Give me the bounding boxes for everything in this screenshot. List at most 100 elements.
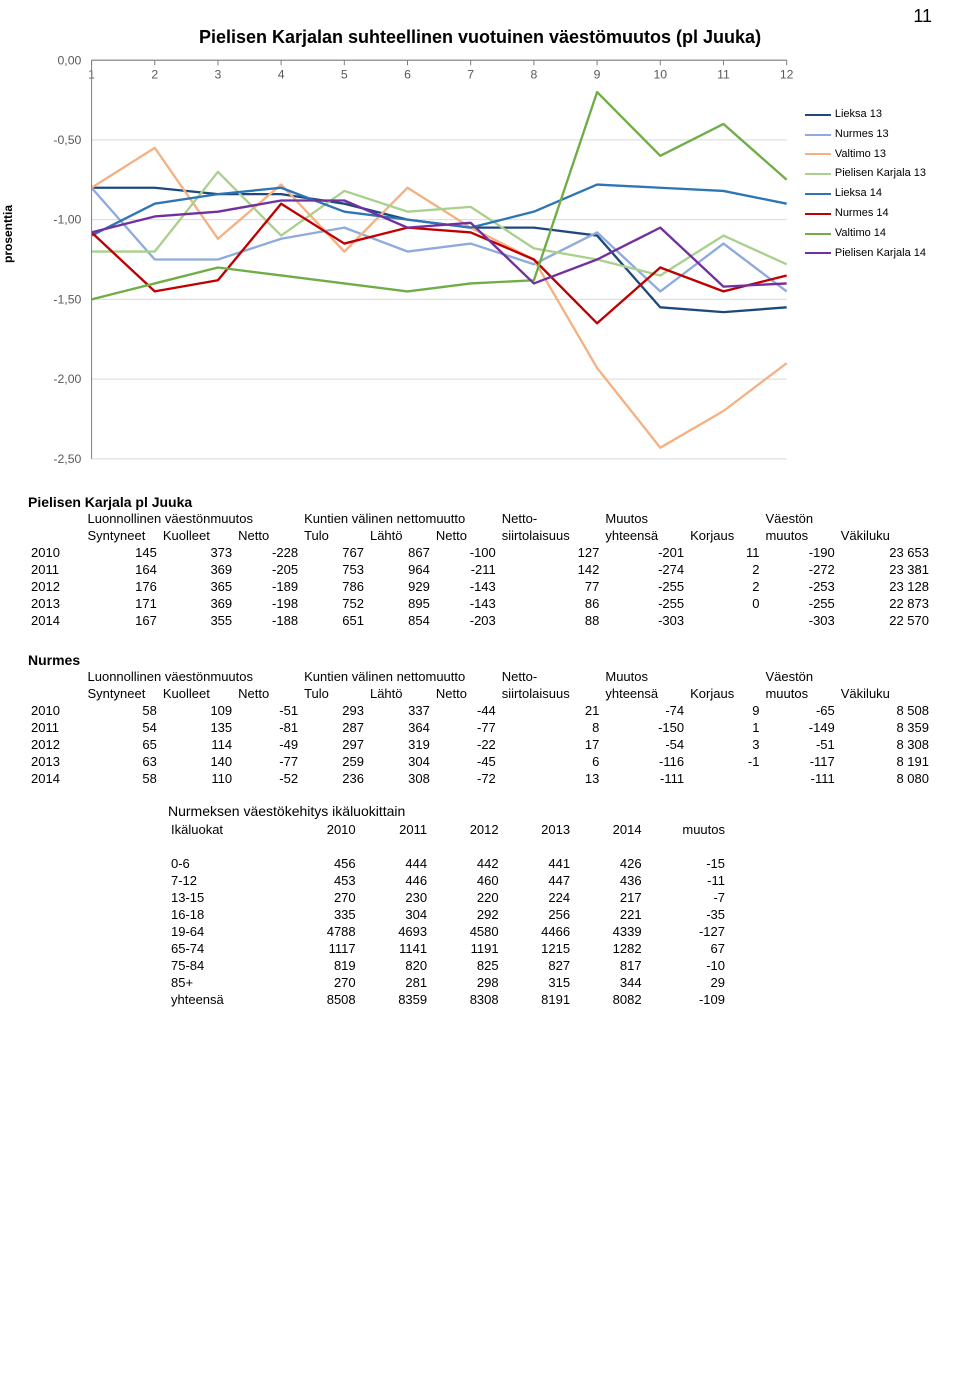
column-header: Tulo	[301, 527, 367, 544]
table-cell: -111	[602, 770, 687, 787]
table-cell: 453	[287, 872, 358, 889]
table-cell: 827	[502, 957, 573, 974]
table-cell: 2012	[28, 736, 85, 753]
column-header: 2013	[502, 821, 573, 838]
table-cell: -81	[235, 719, 301, 736]
table-cell: -149	[762, 719, 837, 736]
column-group: Luonnollinen väestönmuutos	[85, 510, 302, 527]
legend-label: Lieksa 14	[835, 184, 882, 204]
table-row: 2014167355-188651854-20388-303-30322 570	[28, 612, 932, 629]
table-cell: 297	[301, 736, 367, 753]
table-cell: -10	[645, 957, 728, 974]
table-header-groups: Luonnollinen väestönmuutosKuntien väline…	[28, 510, 932, 527]
table-cell: 319	[367, 736, 433, 753]
column-group: Netto-	[499, 668, 603, 685]
table-cell: -150	[602, 719, 687, 736]
table-cell: 22 873	[838, 595, 932, 612]
table-cell: -22	[433, 736, 499, 753]
column-header: Lähtö	[367, 527, 433, 544]
table-cell: 753	[301, 561, 367, 578]
table-cell: 4339	[573, 923, 644, 940]
svg-text:5: 5	[341, 68, 348, 82]
table-cell: -77	[235, 753, 301, 770]
table-cell: 2010	[28, 702, 85, 719]
table-cell: 456	[287, 855, 358, 872]
table-pielisen: Luonnollinen väestönmuutosKuntien väline…	[28, 510, 932, 629]
table-cell: 365	[160, 578, 235, 595]
column-header: Kuolleet	[160, 685, 235, 702]
table-cell: -44	[433, 702, 499, 719]
legend-item: Nurmes 14	[805, 204, 926, 224]
column-header: muutos	[645, 821, 728, 838]
table-cell: 236	[301, 770, 367, 787]
table-cell: -127	[645, 923, 728, 940]
table-age: Ikäluokat20102011201220132014muutos 0-64…	[168, 821, 728, 1008]
table-cell: 304	[359, 906, 430, 923]
table-cell: 109	[160, 702, 235, 719]
table-row: 16-18335304292256221-35	[168, 906, 728, 923]
table-cell: 8 191	[838, 753, 932, 770]
table-row: yhteensä85088359830881918082-109	[168, 991, 728, 1008]
table-cell: 8 080	[838, 770, 932, 787]
table-cell: -72	[433, 770, 499, 787]
legend-item: Pielisen Karjala 14	[805, 244, 926, 264]
legend-label: Pielisen Karjala 14	[835, 244, 926, 264]
table-row: 201265114-49297319-2217-543-518 308	[28, 736, 932, 753]
table-cell: 21	[499, 702, 603, 719]
table-cell: 819	[287, 957, 358, 974]
legend-label: Valtimo 13	[835, 145, 886, 165]
svg-text:12: 12	[780, 68, 794, 82]
table-cell: -77	[433, 719, 499, 736]
legend-label: Pielisen Karjala 13	[835, 164, 926, 184]
table-cell: 436	[573, 872, 644, 889]
table-cell: 867	[367, 544, 433, 561]
table-cell: 4788	[287, 923, 358, 940]
table-cell: 7-12	[168, 872, 287, 889]
column-header: Väkiluku	[838, 685, 932, 702]
table-cell: 220	[430, 889, 501, 906]
column-group: Kuntien välinen nettomuutto	[301, 668, 499, 685]
legend-swatch	[805, 173, 831, 175]
column-header: Netto	[235, 527, 301, 544]
table-cell: 8 359	[838, 719, 932, 736]
table-cell: 651	[301, 612, 367, 629]
table-cell: -203	[433, 612, 499, 629]
legend-item: Valtimo 13	[805, 145, 926, 165]
svg-text:8: 8	[530, 68, 537, 82]
column-header	[28, 685, 85, 702]
table-cell: 58	[85, 770, 160, 787]
svg-text:-0,50: -0,50	[53, 133, 81, 147]
legend-swatch	[805, 193, 831, 195]
table-cell: 23 653	[838, 544, 932, 561]
table-cell: 8508	[287, 991, 358, 1008]
column-header: siirtolaisuus	[499, 685, 603, 702]
table-cell: 1282	[573, 940, 644, 957]
table-cell: -7	[645, 889, 728, 906]
table-cell: 19-64	[168, 923, 287, 940]
table-row: 201458110-52236308-7213-111-1118 080	[28, 770, 932, 787]
table-cell: 2013	[28, 595, 85, 612]
svg-text:-2,50: -2,50	[53, 452, 81, 466]
table-cell: 304	[367, 753, 433, 770]
table-cell: 13	[499, 770, 603, 787]
table-cell: 110	[160, 770, 235, 787]
table-cell: -111	[762, 770, 837, 787]
table-row: 13-15270230220224217-7	[168, 889, 728, 906]
table-cell: 447	[502, 872, 573, 889]
table-cell: 895	[367, 595, 433, 612]
table-cell: 1191	[430, 940, 501, 957]
table-cell: 3	[687, 736, 762, 753]
table-cell: 270	[287, 974, 358, 991]
table-cell: -49	[235, 736, 301, 753]
table-cell: 287	[301, 719, 367, 736]
table-cell: 67	[645, 940, 728, 957]
table-cell: 444	[359, 855, 430, 872]
svg-text:2: 2	[151, 68, 158, 82]
table-cell: 4693	[359, 923, 430, 940]
legend-item: Lieksa 13	[805, 105, 926, 125]
table-row: 2010145373-228767867-100127-20111-19023 …	[28, 544, 932, 561]
table-cell: 86	[499, 595, 603, 612]
table-cell: 142	[499, 561, 603, 578]
svg-text:11: 11	[717, 68, 730, 82]
table-cell: 335	[287, 906, 358, 923]
